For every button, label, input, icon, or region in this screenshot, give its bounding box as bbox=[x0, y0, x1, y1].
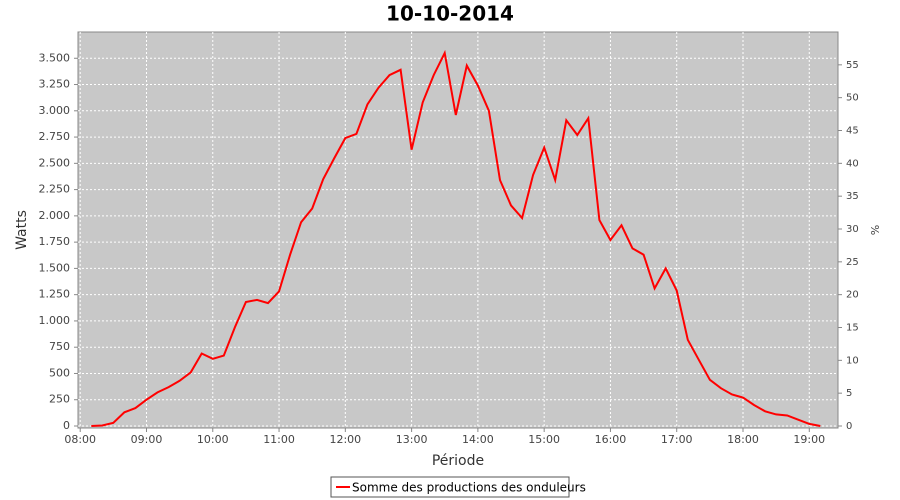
y2-tick-label: 35 bbox=[846, 191, 859, 202]
x-axis-label: Période bbox=[432, 453, 484, 469]
y2-tick-label: 5 bbox=[846, 388, 852, 399]
x-tick-label: 12:00 bbox=[329, 433, 361, 446]
y-tick-label: 1.500 bbox=[39, 261, 71, 274]
y-tick-label: 3.500 bbox=[39, 51, 71, 64]
y-tick-label: 750 bbox=[49, 340, 70, 353]
y-tick-label: 0 bbox=[63, 419, 70, 432]
y-tick-label: 3.000 bbox=[39, 104, 71, 117]
y2-tick-label: 15 bbox=[846, 323, 859, 334]
x-tick-label: 16:00 bbox=[595, 433, 627, 446]
x-tick-label: 09:00 bbox=[131, 433, 163, 446]
y2-tick-label: 40 bbox=[846, 158, 859, 169]
chart-title: 10-10-2014 bbox=[386, 2, 514, 26]
x-tick-label: 11:00 bbox=[263, 433, 295, 446]
x-tick-label: 19:00 bbox=[793, 433, 825, 446]
y-tick-label: 2.250 bbox=[39, 183, 71, 196]
y2-tick-label: 25 bbox=[846, 257, 859, 268]
y2-axis-label: % bbox=[868, 225, 881, 235]
y2-tick-label: 10 bbox=[846, 355, 859, 366]
legend bbox=[330, 476, 570, 498]
plot-area bbox=[77, 31, 839, 429]
y-tick-label: 1.250 bbox=[39, 288, 71, 301]
y-tick-label: 2.750 bbox=[39, 130, 71, 143]
x-tick-label: 15:00 bbox=[528, 433, 560, 446]
y-tick-label: 1.000 bbox=[39, 314, 71, 327]
x-tick-label: 17:00 bbox=[661, 433, 693, 446]
x-tick-label: 13:00 bbox=[396, 433, 428, 446]
y-tick-label: 3.250 bbox=[39, 78, 71, 91]
y-tick-label: 250 bbox=[49, 393, 70, 406]
y-tick-label: 1.750 bbox=[39, 235, 71, 248]
x-tick-label: 18:00 bbox=[727, 433, 759, 446]
line-series bbox=[91, 49, 821, 427]
y-tick-label: 2.000 bbox=[39, 209, 71, 222]
y2-tick-label: 55 bbox=[846, 60, 859, 71]
x-tick-label: 14:00 bbox=[462, 433, 494, 446]
y-tick-label: 2.500 bbox=[39, 156, 71, 169]
legend-label: Somme des productions des onduleurs bbox=[352, 481, 586, 495]
y-axis-label: Watts bbox=[14, 210, 30, 250]
y-tick-label: 500 bbox=[49, 366, 70, 379]
y2-tick-label: 50 bbox=[846, 93, 859, 104]
x-tick-label: 10:00 bbox=[197, 433, 229, 446]
y2-tick-label: 45 bbox=[846, 126, 859, 137]
y2-tick-label: 0 bbox=[846, 421, 852, 432]
y2-tick-label: 20 bbox=[846, 290, 859, 301]
y2-tick-label: 30 bbox=[846, 224, 859, 235]
x-tick-label: 08:00 bbox=[64, 433, 96, 446]
